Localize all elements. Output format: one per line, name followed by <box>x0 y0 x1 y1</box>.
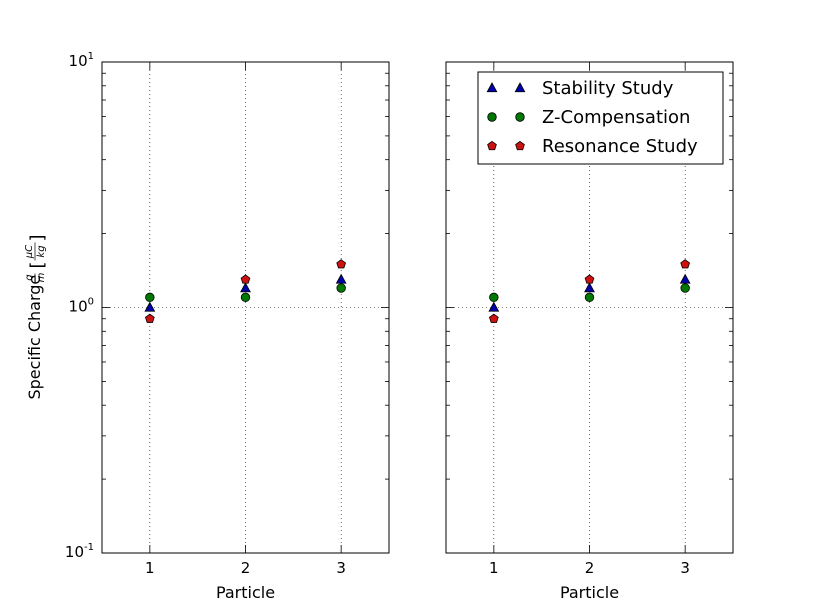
legend-label: Stability Study <box>542 78 674 99</box>
legend-marker <box>487 140 497 151</box>
y-label-bracket-right: ] <box>27 234 48 241</box>
data-point <box>144 301 156 312</box>
legend-marker <box>515 112 525 122</box>
data-point <box>240 292 251 303</box>
legend-marker <box>515 140 525 151</box>
data-point <box>240 282 251 293</box>
y-label-q: q <box>24 274 35 280</box>
x-tick-label: 1 <box>489 559 499 577</box>
data-point <box>488 301 500 312</box>
data-point <box>679 273 691 284</box>
x-tick-label: 3 <box>680 559 690 577</box>
legend-label: Resonance Study <box>542 136 698 157</box>
data-point <box>489 292 499 303</box>
y-label-m: m <box>36 272 47 282</box>
x-tick-label: 3 <box>336 559 346 577</box>
data-point <box>680 259 691 269</box>
legend: Stability Study Z-Compensation Resonance S… <box>477 71 724 165</box>
x-axis-label: Particle <box>560 583 619 602</box>
y-label-unit-den: kg <box>36 245 47 257</box>
y-tick-label: 101 <box>69 51 94 70</box>
data-point <box>680 283 690 293</box>
data-point <box>488 313 499 323</box>
data-point <box>584 274 595 284</box>
y-label-unit-num: μC <box>24 245 35 259</box>
chart-panel-2: 1 2 3 Particle Stability Study Z-Compensation… <box>445 61 734 602</box>
x-axis-label: Particle <box>216 583 275 602</box>
y-tick-label: 10-1 <box>65 542 94 561</box>
x-tick-label: 2 <box>241 559 251 577</box>
data-point <box>145 292 155 303</box>
data-point <box>144 313 155 323</box>
data-point <box>336 259 347 269</box>
legend-label: Z-Compensation <box>542 107 690 128</box>
x-tick-label: 2 <box>585 559 595 577</box>
data-point <box>240 274 251 284</box>
data-point <box>584 282 595 293</box>
axes-frame <box>101 61 390 554</box>
y-axis-label-text: Specific Charge <box>25 275 44 400</box>
data-point <box>584 292 595 303</box>
data-point <box>335 273 347 284</box>
legend-marker <box>486 82 498 93</box>
data-point <box>336 283 346 293</box>
legend-marker <box>487 112 497 122</box>
y-label-bracket-left: [ <box>27 261 48 268</box>
legend-marker <box>514 82 526 93</box>
x-tick-label: 1 <box>145 559 155 577</box>
y-tick-label: 100 <box>69 297 94 316</box>
axes-frame <box>445 61 734 554</box>
